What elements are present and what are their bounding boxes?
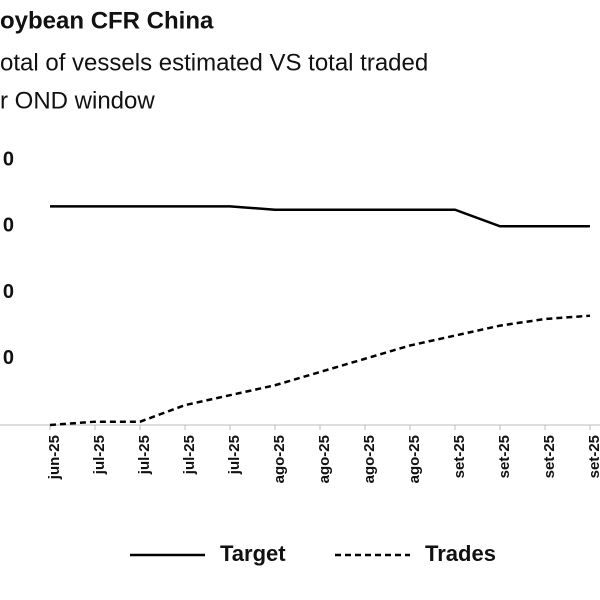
chart-subtitle: r OND window <box>0 87 155 114</box>
chart-title: oybean CFR China <box>0 7 214 34</box>
x-tick-label: set-25 <box>541 435 558 478</box>
x-tick-label: set-25 <box>496 435 513 478</box>
x-tick-label: ago-25 <box>361 435 378 483</box>
legend-label: Trades <box>425 541 496 566</box>
y-tick-label: 0 <box>3 148 14 170</box>
x-tick-label: jul-25 <box>181 435 198 475</box>
x-tick-label: jun-25 <box>46 435 63 480</box>
x-tick-label: set-25 <box>451 435 468 478</box>
y-tick-label: 0 <box>3 215 14 237</box>
x-tick-label: jul-25 <box>226 435 243 475</box>
series-line <box>49 314 591 427</box>
series-line <box>50 205 590 228</box>
legend-label: Target <box>220 541 286 566</box>
x-tick-label: jul-25 <box>91 435 108 475</box>
x-tick-label: ago-25 <box>406 435 423 483</box>
x-tick-label: set-25 <box>586 435 600 478</box>
x-tick-label: ago-25 <box>316 435 333 483</box>
chart-subtitle: otal of vessels estimated VS total trade… <box>0 49 428 76</box>
y-tick-label: 0 <box>3 347 14 369</box>
y-tick-label: 0 <box>3 281 14 303</box>
x-tick-label: jul-25 <box>136 435 153 475</box>
x-tick-label: ago-25 <box>271 435 288 483</box>
